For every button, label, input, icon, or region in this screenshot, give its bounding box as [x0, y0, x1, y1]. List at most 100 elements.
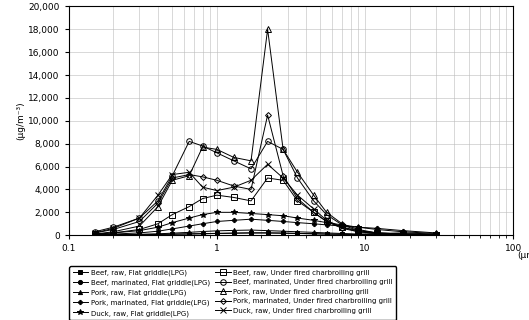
Pork, marinated, Under fired charbroiling grill	[294, 197, 300, 201]
Beef, raw, Under fired charbroiling grill	[136, 228, 143, 231]
Beef, raw, Under fired charbroiling grill	[280, 178, 286, 182]
Duck, raw, Under fired charbroiling grill	[169, 173, 176, 177]
Pork, raw, Flat griddle(LPG)	[136, 232, 143, 236]
Beef, marinated, Under fired charbroiling grill	[294, 176, 300, 180]
Beef, raw, Flat griddle(LPG)	[214, 232, 220, 236]
Pork, marinated, Flat griddle(LPG)	[231, 219, 237, 222]
Beef, raw, Flat griddle(LPG)	[323, 232, 330, 236]
Pork, marinated, Flat griddle(LPG)	[311, 222, 317, 226]
Duck, raw, Under fired charbroiling grill	[199, 185, 206, 189]
Beef, raw, Flat griddle(LPG)	[311, 232, 317, 236]
Beef, marinated, Under fired charbroiling grill	[186, 140, 193, 143]
Beef, raw, Flat griddle(LPG)	[433, 232, 439, 236]
Duck, raw, Flat griddle(LPG)	[294, 216, 300, 220]
Beef, marinated, Flat griddle(LPG)	[311, 232, 317, 236]
Pork, raw, Under fired charbroiling grill	[323, 211, 330, 214]
Beef, marinated, Flat griddle(LPG)	[399, 233, 406, 237]
Beef, raw, Flat griddle(LPG)	[294, 232, 300, 236]
Duck, raw, Flat griddle(LPG)	[92, 232, 98, 236]
Duck, raw, Under fired charbroiling grill	[373, 232, 380, 236]
Pork, raw, Flat griddle(LPG)	[92, 233, 98, 237]
Pork, marinated, Flat griddle(LPG)	[136, 231, 143, 235]
Pork, marinated, Under fired charbroiling grill	[339, 227, 345, 230]
Pork, raw, Under fired charbroiling grill	[355, 228, 361, 231]
Pork, marinated, Flat griddle(LPG)	[373, 227, 380, 230]
Duck, raw, Flat griddle(LPG)	[280, 214, 286, 218]
Beef, marinated, Flat griddle(LPG)	[433, 233, 439, 237]
Duck, raw, Under fired charbroiling grill	[323, 219, 330, 222]
Pork, marinated, Under fired charbroiling grill	[199, 175, 206, 179]
Pork, marinated, Flat griddle(LPG)	[294, 221, 300, 225]
Pork, raw, Under fired charbroiling grill	[92, 232, 98, 236]
Pork, raw, Flat griddle(LPG)	[264, 229, 271, 233]
Pork, raw, Flat griddle(LPG)	[231, 228, 237, 232]
Duck, raw, Flat griddle(LPG)	[399, 230, 406, 234]
Line: Pork, marinated, Flat griddle(LPG): Pork, marinated, Flat griddle(LPG)	[93, 217, 438, 237]
Pork, raw, Under fired charbroiling grill	[136, 224, 143, 228]
Duck, raw, Under fired charbroiling grill	[136, 216, 143, 220]
Pork, raw, Flat griddle(LPG)	[248, 228, 254, 232]
Pork, marinated, Flat griddle(LPG)	[280, 220, 286, 223]
Pork, marinated, Under fired charbroiling grill	[280, 174, 286, 178]
Duck, raw, Flat griddle(LPG)	[186, 216, 193, 220]
Beef, marinated, Under fired charbroiling grill	[199, 144, 206, 148]
Beef, raw, Flat griddle(LPG)	[399, 231, 406, 235]
Beef, marinated, Under fired charbroiling grill	[92, 230, 98, 234]
Pork, raw, Under fired charbroiling grill	[199, 145, 206, 149]
Pork, raw, Flat griddle(LPG)	[280, 229, 286, 233]
Pork, raw, Under fired charbroiling grill	[433, 233, 439, 236]
Pork, marinated, Flat griddle(LPG)	[399, 229, 406, 233]
Pork, raw, Flat griddle(LPG)	[339, 232, 345, 236]
Duck, raw, Flat griddle(LPG)	[248, 212, 254, 215]
Beef, marinated, Under fired charbroiling grill	[373, 231, 380, 235]
Beef, raw, Flat griddle(LPG)	[136, 233, 143, 236]
Beef, marinated, Flat griddle(LPG)	[264, 231, 271, 235]
Pork, raw, Flat griddle(LPG)	[214, 229, 220, 233]
Line: Pork, marinated, Under fired charbroiling grill: Pork, marinated, Under fired charbroilin…	[93, 113, 438, 237]
Beef, raw, Under fired charbroiling grill	[339, 225, 345, 229]
Pork, raw, Flat griddle(LPG)	[311, 230, 317, 234]
Pork, raw, Under fired charbroiling grill	[169, 178, 176, 182]
Pork, marinated, Under fired charbroiling grill	[311, 211, 317, 214]
Beef, marinated, Under fired charbroiling grill	[311, 199, 317, 203]
Pork, marinated, Under fired charbroiling grill	[373, 232, 380, 236]
Pork, raw, Flat griddle(LPG)	[155, 232, 161, 236]
Line: Beef, raw, Under fired charbroiling grill: Beef, raw, Under fired charbroiling gril…	[92, 175, 439, 237]
Duck, raw, Flat griddle(LPG)	[264, 213, 271, 217]
Pork, raw, Under fired charbroiling grill	[155, 205, 161, 209]
Beef, marinated, Flat griddle(LPG)	[294, 231, 300, 235]
Beef, marinated, Under fired charbroiling grill	[339, 223, 345, 227]
Pork, raw, Under fired charbroiling grill	[294, 170, 300, 174]
Pork, raw, Flat griddle(LPG)	[169, 231, 176, 235]
Beef, raw, Under fired charbroiling grill	[399, 232, 406, 236]
Text: (μm): (μm)	[517, 251, 529, 260]
Beef, raw, Flat griddle(LPG)	[231, 231, 237, 235]
Beef, raw, Under fired charbroiling grill	[199, 197, 206, 201]
Duck, raw, Flat griddle(LPG)	[231, 211, 237, 214]
Duck, raw, Flat griddle(LPG)	[110, 231, 116, 235]
Pork, marinated, Flat griddle(LPG)	[199, 222, 206, 226]
Beef, raw, Under fired charbroiling grill	[311, 211, 317, 214]
Pork, raw, Under fired charbroiling grill	[311, 193, 317, 197]
Duck, raw, Flat griddle(LPG)	[433, 232, 439, 236]
Pork, raw, Under fired charbroiling grill	[373, 231, 380, 235]
Pork, raw, Under fired charbroiling grill	[399, 232, 406, 236]
Pork, marinated, Under fired charbroiling grill	[355, 230, 361, 234]
Beef, raw, Under fired charbroiling grill	[264, 176, 271, 180]
Duck, raw, Flat griddle(LPG)	[373, 228, 380, 231]
Line: Duck, raw, Under fired charbroiling grill: Duck, raw, Under fired charbroiling gril…	[92, 162, 439, 237]
Pork, marinated, Flat griddle(LPG)	[323, 223, 330, 227]
Beef, raw, Under fired charbroiling grill	[248, 199, 254, 203]
Pork, marinated, Flat griddle(LPG)	[186, 224, 193, 228]
Pork, marinated, Under fired charbroiling grill	[248, 188, 254, 191]
Beef, marinated, Flat griddle(LPG)	[355, 233, 361, 236]
Duck, raw, Under fired charbroiling grill	[339, 225, 345, 229]
Beef, raw, Flat griddle(LPG)	[339, 232, 345, 236]
Pork, marinated, Under fired charbroiling grill	[186, 173, 193, 177]
Pork, marinated, Flat griddle(LPG)	[355, 225, 361, 229]
Duck, raw, Under fired charbroiling grill	[264, 162, 271, 166]
Line: Pork, raw, Under fired charbroiling grill: Pork, raw, Under fired charbroiling gril…	[92, 27, 439, 237]
Beef, raw, Flat griddle(LPG)	[264, 231, 271, 235]
Beef, raw, Flat griddle(LPG)	[186, 232, 193, 236]
Pork, marinated, Flat griddle(LPG)	[92, 233, 98, 236]
